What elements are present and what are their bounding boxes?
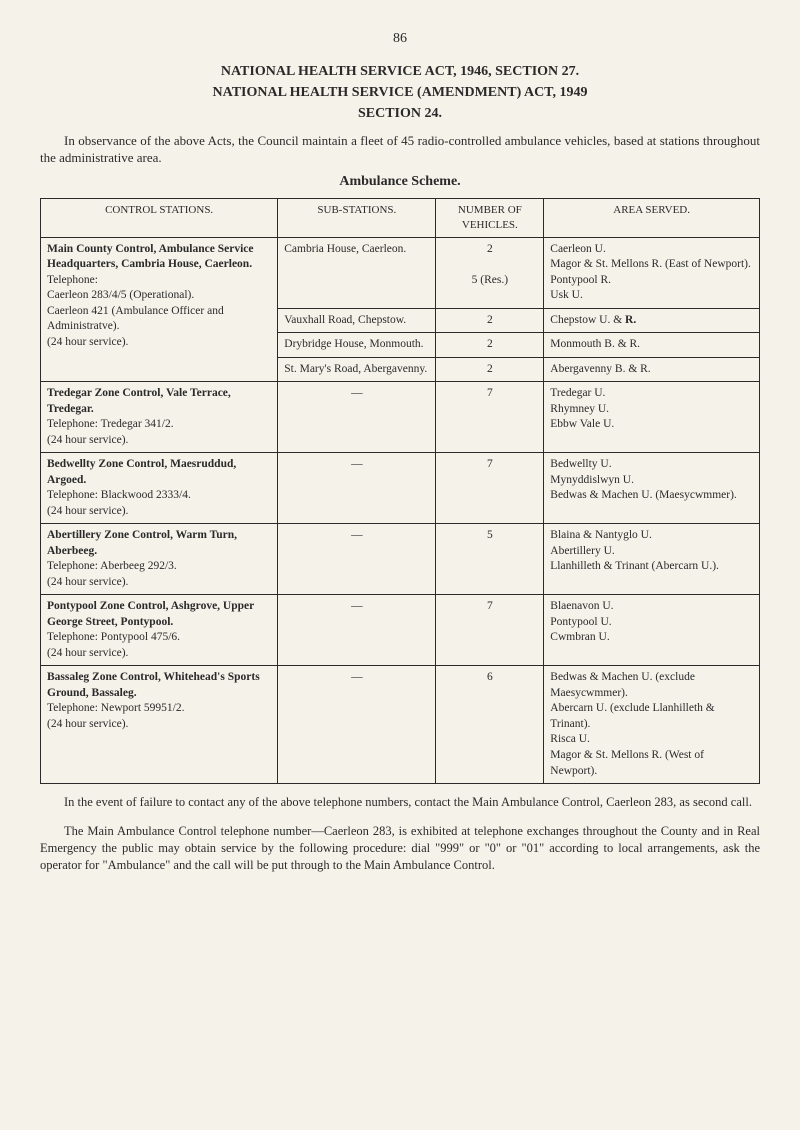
table-row: Bedwellty Zone Control, Maesruddud, Argo… [41, 453, 760, 524]
cell-area: Bedwas & Machen U. (exclude Maesycwmmer)… [544, 666, 760, 784]
page-number: 86 [40, 30, 760, 49]
cell-num: 2 [436, 333, 544, 358]
cell-num: 5 [436, 524, 544, 595]
cell-num: 2 [436, 308, 544, 333]
cell-sub: — [278, 382, 436, 453]
table-row: Abertillery Zone Control, Warm Turn, Abe… [41, 524, 760, 595]
control-details: Telephone: Caerleon 283/4/5 (Operational… [47, 274, 224, 348]
cell-area: Chepstow U. & R. [544, 308, 760, 333]
table-row: Tredegar Zone Control, Vale Terrace, Tre… [41, 382, 760, 453]
table-row: Pontypool Zone Control, Ashgrove, Upper … [41, 595, 760, 666]
ambulance-scheme-table: CONTROL STATIONS. SUB-STATIONS. NUMBER O… [40, 198, 760, 784]
control-details: Telephone: Pontypool 475/6. (24 hour ser… [47, 631, 180, 659]
cell-control: Tredegar Zone Control, Vale Terrace, Tre… [41, 382, 278, 453]
cell-area: Blaina & Nantyglo U. Abertillery U. Llan… [544, 524, 760, 595]
control-details: Telephone: Newport 59951/2. (24 hour ser… [47, 702, 184, 730]
cell-num: 2 [436, 357, 544, 382]
area-text: Chepstow U. & [550, 314, 625, 326]
title-line-2: NATIONAL HEALTH SERVICE (AMENDMENT) ACT,… [40, 82, 760, 103]
control-details: Telephone: Blackwood 2333/4. (24 hour se… [47, 489, 191, 517]
title-block: NATIONAL HEALTH SERVICE ACT, 1946, SECTI… [40, 61, 760, 124]
cell-num: 7 [436, 595, 544, 666]
cell-area: Bedwellty U. Mynyddislwyn U. Bedwas & Ma… [544, 453, 760, 524]
control-name: Bassaleg Zone Control, Whitehead's Sport… [47, 671, 260, 699]
control-name: Abertillery Zone Control, Warm Turn, Abe… [47, 529, 237, 557]
cell-sub: — [278, 453, 436, 524]
header-num: NUMBER OF VEHICLES. [436, 198, 544, 237]
scheme-title: Ambulance Scheme. [40, 173, 760, 192]
control-details: Telephone: Aberbeeg 292/3. (24 hour serv… [47, 560, 177, 588]
table-header-row: CONTROL STATIONS. SUB-STATIONS. NUMBER O… [41, 198, 760, 237]
cell-control: Bassaleg Zone Control, Whitehead's Sport… [41, 666, 278, 784]
header-control: CONTROL STATIONS. [41, 198, 278, 237]
cell-sub: Drybridge House, Monmouth. [278, 333, 436, 358]
cell-area: Caerleon U. Magor & St. Mellons R. (East… [544, 237, 760, 308]
area-bold: R. [625, 314, 636, 326]
cell-num: 6 [436, 666, 544, 784]
cell-control: Bedwellty Zone Control, Maesruddud, Argo… [41, 453, 278, 524]
cell-num: 7 [436, 382, 544, 453]
cell-sub: — [278, 595, 436, 666]
footer-paragraph-1: In the event of failure to contact any o… [40, 794, 760, 811]
cell-control: Abertillery Zone Control, Warm Turn, Abe… [41, 524, 278, 595]
header-area: AREA SERVED. [544, 198, 760, 237]
cell-area: Monmouth B. & R. [544, 333, 760, 358]
cell-num: 7 [436, 453, 544, 524]
control-name: Main County Control, Ambulance Service H… [47, 243, 253, 271]
table-row: Bassaleg Zone Control, Whitehead's Sport… [41, 666, 760, 784]
cell-num: 2 5 (Res.) [436, 237, 544, 308]
title-line-3: SECTION 24. [40, 103, 760, 124]
cell-sub: Vauxhall Road, Chepstow. [278, 308, 436, 333]
cell-control: Main County Control, Ambulance Service H… [41, 237, 278, 382]
cell-area: Abergavenny B. & R. [544, 357, 760, 382]
cell-control: Pontypool Zone Control, Ashgrove, Upper … [41, 595, 278, 666]
header-sub: SUB-STATIONS. [278, 198, 436, 237]
cell-sub: — [278, 666, 436, 784]
control-name: Bedwellty Zone Control, Maesruddud, Argo… [47, 458, 236, 486]
cell-area: Tredegar U. Rhymney U. Ebbw Vale U. [544, 382, 760, 453]
intro-paragraph: In observance of the above Acts, the Cou… [40, 132, 760, 167]
control-name: Pontypool Zone Control, Ashgrove, Upper … [47, 600, 254, 628]
control-details: Telephone: Tredegar 341/2. (24 hour serv… [47, 418, 174, 446]
cell-sub: — [278, 524, 436, 595]
title-line-1: NATIONAL HEALTH SERVICE ACT, 1946, SECTI… [40, 61, 760, 82]
cell-sub: Cambria House, Caerleon. [278, 237, 436, 308]
footer-paragraph-2: The Main Ambulance Control telephone num… [40, 823, 760, 874]
cell-sub: St. Mary's Road, Abergavenny. [278, 357, 436, 382]
control-name: Tredegar Zone Control, Vale Terrace, Tre… [47, 387, 231, 415]
cell-area: Blaenavon U. Pontypool U. Cwmbran U. [544, 595, 760, 666]
table-row: Main County Control, Ambulance Service H… [41, 237, 760, 308]
